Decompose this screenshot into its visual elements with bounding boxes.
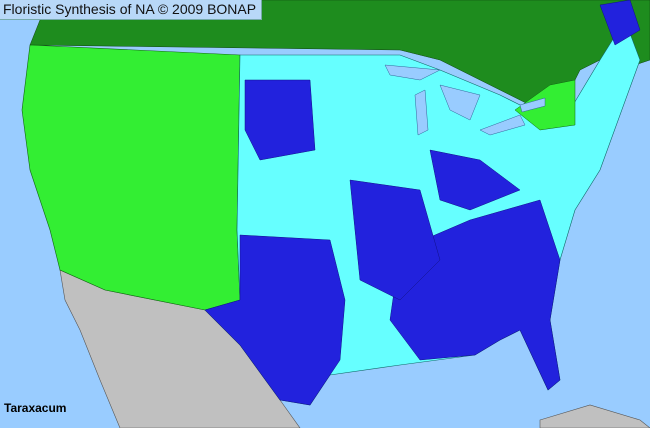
- midsouth-blob: [349, 179, 441, 301]
- maine-blob: [599, 0, 641, 46]
- dense-county-records: [204, 0, 641, 406]
- taxon-label: Taraxacum: [4, 401, 67, 415]
- map-title: Floristic Synthesis of NA © 2009 BONAP: [0, 0, 263, 20]
- kentucky-blob: [429, 149, 521, 211]
- texas-blob: [204, 234, 346, 406]
- great-lakes: [384, 64, 546, 136]
- cuba: [539, 404, 650, 428]
- dakotas-blob: [244, 79, 316, 161]
